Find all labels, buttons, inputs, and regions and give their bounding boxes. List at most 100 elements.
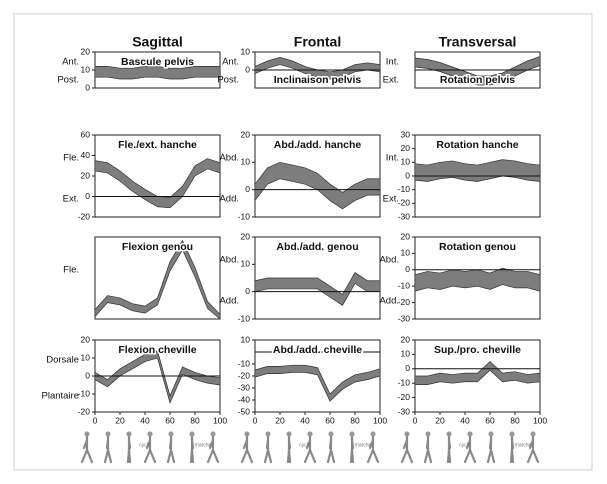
gait-label: marche [195,442,212,448]
panel-title: Flexion genou [122,241,193,253]
walker-leg [266,448,273,464]
side-label: Ext. [383,193,399,204]
walker-leg [287,448,292,464]
walker-arm [168,438,173,450]
side-label: Ant. [62,57,79,68]
walker-head [328,431,334,437]
walker-icon [486,431,496,464]
walker-leg [405,448,414,464]
y-tick-label: 0 [245,286,250,296]
walker-leg [426,448,433,464]
x-tick-label: 40 [300,415,310,425]
walker-leg [80,448,89,464]
y-tick-label: -10 [238,211,251,221]
walker-leg [510,448,515,464]
walker-leg [400,448,409,464]
walker-head [404,431,410,437]
y-tick-label: 20 [81,170,91,180]
x-tick-label: 100 [533,415,547,425]
walker-icon [526,431,540,464]
walker-leg [106,448,113,464]
walker-leg [127,448,132,464]
x-tick-label: 80 [510,415,520,425]
walker-arm [145,438,152,450]
y-tick-label: -30 [398,313,411,323]
y-tick-label: 0 [85,191,90,201]
walker-icon [349,431,355,464]
panel-title: Fle./ext. hanche [118,139,197,151]
walker-leg [148,448,157,464]
y-tick-label: 10 [81,352,91,362]
walker-leg [371,448,380,464]
walker-arm [287,438,292,450]
y-tick-label: -40 [238,394,251,404]
walker-icon [263,431,273,464]
band-fill [95,350,220,403]
x-tick-label: 40 [140,415,150,425]
column-title: Frontal [294,34,341,50]
walker-head [509,431,515,437]
y-tick-label: 0 [405,363,410,373]
walker-arm [528,438,535,450]
walker-icon [400,431,414,464]
walker-arm [190,438,195,450]
band-edge [254,364,381,395]
band-fill [415,56,540,85]
band-fill [95,66,220,79]
band-edge [254,372,381,402]
side-label: Ext. [383,75,399,86]
band-edge [95,66,220,69]
y-tick-label: -10 [398,184,411,194]
x-tick-label: 20 [115,415,125,425]
walker-leg [240,448,249,464]
panel-title: Sup./pro. cheville [434,344,521,356]
walker-leg [489,448,496,464]
side-label: Abd. [219,152,239,163]
y-tick-label: -10 [398,377,411,387]
walker-head [84,431,90,437]
walker-icon [103,431,113,464]
walker-arm [368,438,375,450]
walker-icon [126,431,132,464]
y-tick-label: -20 [398,392,411,402]
walker-head [210,431,216,437]
walker-leg [211,448,220,464]
y-tick-label: 0 [405,264,410,274]
walker-head [446,431,452,437]
walker-arm [328,438,333,450]
side-label: Abd. [219,254,239,265]
y-tick-label: 10 [401,157,411,167]
walker-leg [303,448,312,464]
walker-head [530,431,536,437]
walker-icon [463,431,477,464]
walker-head [244,431,250,437]
x-tick-label: 20 [435,415,445,425]
y-tick-label: 0 [85,370,90,380]
walker-arm [82,438,89,450]
y-tick-label: 10 [241,334,251,344]
gait-label: cycle [139,442,151,448]
side-label: Add. [219,295,239,306]
walker-leg [206,448,215,464]
band-fill [255,272,380,306]
walker-leg [531,448,540,464]
walker-head [370,431,376,437]
y-tick-label: -10 [238,313,251,323]
walker-head [467,431,473,437]
band-edge [94,350,221,397]
walker-icon [166,431,176,464]
side-label: Plantaire [42,391,80,402]
walker-arm [350,438,355,450]
walker-head [349,431,355,437]
x-tick-label: 100 [373,415,387,425]
walker-head [189,431,195,437]
y-tick-label: 30 [401,129,411,139]
walker-icon [189,431,195,464]
walker-head [265,431,271,437]
walker-head [147,431,153,437]
band-edge [414,56,541,77]
walker-icon [206,431,220,464]
y-tick-label: -10 [78,388,91,398]
y-tick-label: -20 [78,406,91,416]
